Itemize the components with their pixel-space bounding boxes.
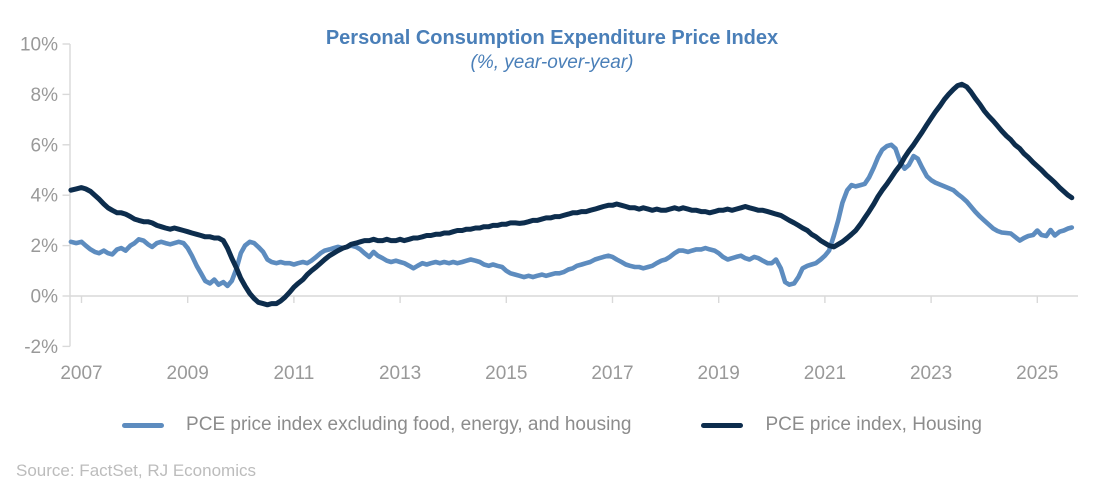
x-tick-label: 2025 (1016, 363, 1058, 384)
y-tick-label: 6% (31, 135, 59, 156)
x-tick-label: 2011 (273, 363, 314, 384)
y-tick-label: 2% (31, 236, 59, 257)
legend-item-pce-excl: PCE price index excluding food, energy, … (122, 414, 631, 436)
legend-label-pce-excl: PCE price index excluding food, energy, … (186, 414, 632, 435)
y-tick-label: -2% (24, 337, 58, 358)
y-tick-label: 4% (31, 186, 59, 207)
legend-swatch-pce-housing-icon (701, 422, 744, 428)
source-note: Source: FactSet, RJ Economics (16, 461, 256, 480)
chart-title-block: Personal Consumption Expenditure Price I… (0, 26, 1104, 75)
legend-swatch-pce-excl-icon (122, 422, 165, 428)
x-tick-label: 2023 (910, 363, 952, 384)
legend-label-pce-housing: PCE price index, Housing (765, 414, 982, 435)
x-tick-label: 2019 (698, 363, 740, 384)
x-tick-label: 2021 (804, 363, 846, 384)
legend-item-pce-housing: PCE price index, Housing (701, 414, 982, 436)
series-line-pce-excl (68, 142, 1075, 289)
series-line-pce-housing (68, 81, 1075, 308)
x-tick-label: 2009 (167, 363, 209, 384)
y-tick-label: 0% (31, 287, 59, 308)
y-tick-label: 8% (31, 85, 59, 106)
chart-subtitle: (%, year-over-year) (470, 52, 634, 73)
y-tick-label: 10% (20, 35, 58, 56)
chart-legend: PCE price index excluding food, energy, … (0, 414, 1104, 436)
chart-title: Personal Consumption Expenditure Price I… (325, 27, 779, 49)
x-tick-label: 2013 (379, 363, 421, 384)
x-tick-label: 2015 (485, 363, 527, 384)
x-tick-label: 2007 (60, 363, 102, 384)
x-tick-label: 2017 (591, 363, 633, 384)
